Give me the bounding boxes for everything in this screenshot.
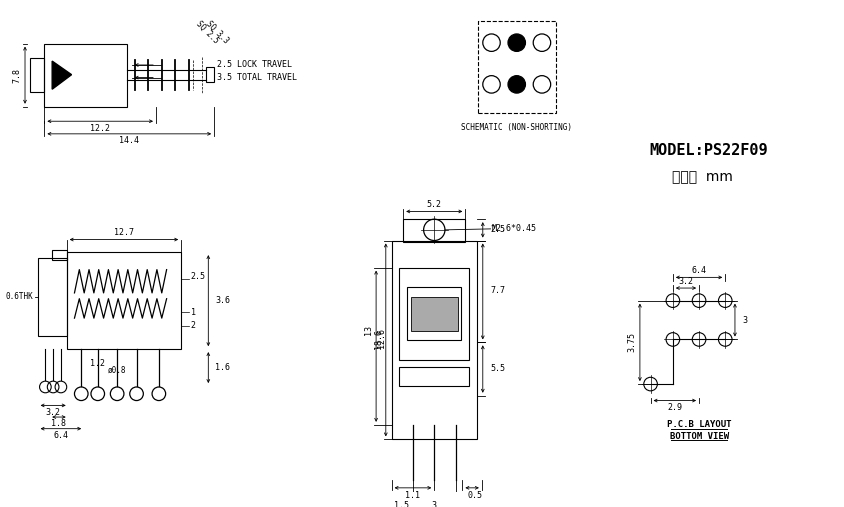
Text: 2.5 LOCK TRAVEL: 2.5 LOCK TRAVEL	[217, 60, 292, 69]
Text: 7.7: 7.7	[490, 286, 505, 296]
Bar	[45, 44, 127, 106]
Text: 2.5: 2.5	[490, 225, 505, 234]
Bar	[410, 297, 457, 331]
Bar	[407, 287, 461, 340]
Text: 3.2: 3.2	[677, 277, 692, 286]
Text: 12.7: 12.7	[114, 228, 134, 237]
Text: 6.4: 6.4	[690, 266, 706, 275]
Circle shape	[507, 34, 525, 51]
Text: 3.5 TOTAL TRAVEL: 3.5 TOTAL TRAVEL	[217, 73, 297, 82]
Polygon shape	[52, 61, 72, 89]
Bar	[478, 21, 555, 114]
Bar	[403, 219, 465, 242]
Text: 3: 3	[431, 501, 436, 507]
Text: 12.2: 12.2	[89, 124, 110, 132]
Text: 2: 2	[191, 321, 196, 331]
Bar	[38, 258, 67, 336]
Text: 1.2: 1.2	[90, 359, 106, 368]
Text: 2.9: 2.9	[667, 403, 681, 412]
Text: 3.2: 3.2	[46, 408, 61, 417]
Text: 1.1: 1.1	[405, 491, 420, 500]
Text: 0.5: 0.5	[467, 491, 482, 500]
Text: 7.8: 7.8	[13, 67, 22, 83]
Text: 3.6: 3.6	[215, 296, 230, 305]
Text: SQ 3.3: SQ 3.3	[204, 20, 230, 46]
Bar	[52, 250, 67, 260]
Text: 5.5: 5.5	[490, 364, 505, 373]
Text: 单位：  mm: 单位： mm	[671, 170, 732, 185]
Text: SCHEMATIC (NON-SHORTING): SCHEMATIC (NON-SHORTING)	[461, 123, 571, 131]
Text: 1.8: 1.8	[51, 419, 67, 428]
Bar	[206, 67, 214, 83]
Text: 13: 13	[364, 325, 372, 335]
Text: 1: 1	[191, 308, 196, 317]
Bar	[391, 240, 476, 440]
Text: 18.6: 18.6	[373, 330, 382, 349]
Bar	[67, 252, 181, 349]
Text: 5.2: 5.2	[426, 200, 441, 209]
Text: M2.6*0.45: M2.6*0.45	[491, 225, 536, 233]
Text: BOTTOM VIEW: BOTTOM VIEW	[668, 432, 728, 441]
Text: 12.6: 12.6	[377, 328, 386, 347]
Text: 1.6: 1.6	[215, 363, 230, 372]
Text: 2.5: 2.5	[191, 272, 206, 281]
Text: 6.4: 6.4	[53, 431, 68, 440]
Circle shape	[507, 76, 525, 93]
Bar	[399, 367, 468, 386]
Text: MODEL:PS22F09: MODEL:PS22F09	[649, 143, 767, 158]
Text: 0.6THK: 0.6THK	[6, 292, 34, 301]
Text: 14.4: 14.4	[119, 136, 138, 145]
Text: P.C.B LAYOUT: P.C.B LAYOUT	[666, 420, 730, 429]
Text: ø0.8: ø0.8	[108, 366, 127, 375]
Bar	[399, 268, 468, 360]
Bar	[30, 58, 45, 92]
Text: 3.75: 3.75	[627, 333, 636, 352]
Text: SQ 2.5: SQ 2.5	[194, 20, 220, 46]
Text: 3: 3	[742, 315, 747, 324]
Text: 1.5: 1.5	[393, 501, 408, 507]
